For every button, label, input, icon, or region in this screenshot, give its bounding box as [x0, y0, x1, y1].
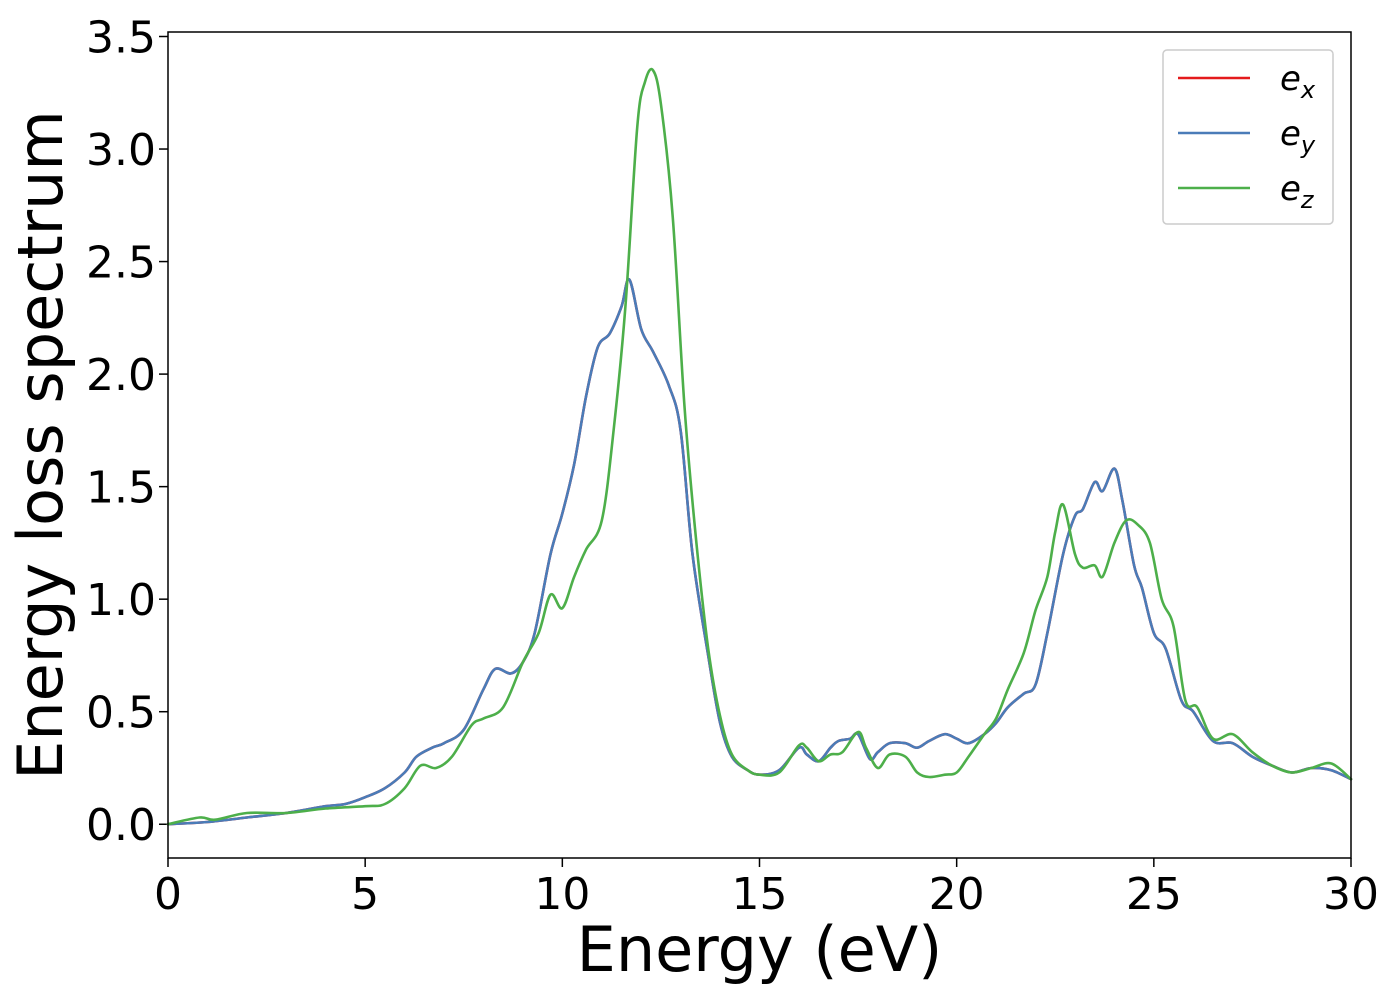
x-tick-label: 30: [1323, 869, 1379, 920]
legend-label-main: e: [1280, 169, 1301, 209]
legend-label-y: ey: [1280, 114, 1316, 159]
series-line-z: [166, 67, 1353, 826]
legend-label-subscript: y: [1300, 131, 1316, 159]
x-axis-label: Energy (eV): [577, 913, 943, 986]
x-tick-label: 0: [154, 869, 182, 920]
legend-label-x: ex: [1280, 59, 1316, 104]
series-line-x: [166, 278, 1353, 826]
y-tick-label: 1.0: [86, 575, 156, 626]
series-line-y: [166, 278, 1353, 826]
x-tick-label: 5: [351, 869, 379, 920]
x-tick-label: 25: [1126, 869, 1182, 920]
series-lines: [166, 67, 1353, 826]
y-tick-label: 0.5: [86, 688, 156, 739]
y-tick-label: 3.0: [86, 125, 156, 176]
x-tick-label: 15: [732, 869, 788, 920]
legend-label-subscript: z: [1300, 186, 1315, 214]
legend-label-main: e: [1280, 59, 1301, 99]
y-axis-label: Energy loss spectrum: [4, 110, 77, 780]
x-tick-label: 20: [929, 869, 985, 920]
legend-label-subscript: x: [1300, 76, 1316, 104]
y-axis-ticks: 0.0 0.5 1.0 1.5 2.0 2.5 3.0 3.5: [86, 13, 168, 851]
y-tick-label: 3.5: [86, 13, 156, 64]
legend-label-main: e: [1280, 114, 1301, 154]
x-axis-ticks: 0 5 10 15 20 25 30: [154, 858, 1379, 920]
legend-frame: [1162, 49, 1334, 225]
y-tick-label: 0.0: [86, 800, 156, 851]
y-tick-label: 2.0: [86, 350, 156, 401]
legend-label-z: ez: [1280, 169, 1315, 214]
y-tick-label: 1.5: [86, 463, 156, 514]
plot-area-frame: [167, 31, 1352, 859]
x-tick-label: 10: [534, 869, 590, 920]
y-tick-label: 2.5: [86, 238, 156, 289]
